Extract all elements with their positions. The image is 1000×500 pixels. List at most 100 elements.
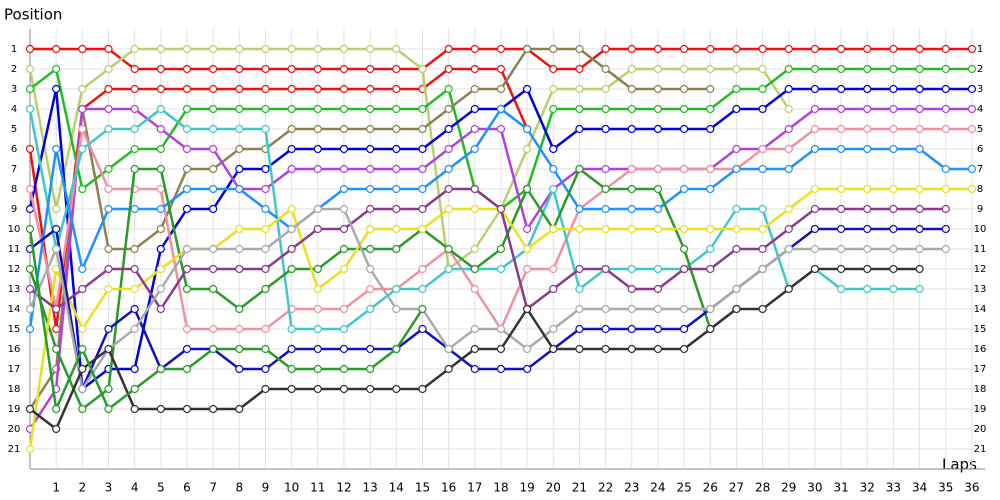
point	[209, 104, 218, 114]
point	[496, 104, 506, 114]
point	[130, 284, 139, 294]
point	[549, 104, 558, 114]
point	[235, 364, 244, 374]
x-tick-label: 35	[938, 481, 953, 495]
point	[784, 164, 793, 174]
point	[156, 404, 165, 414]
x-tick-label: 1	[52, 481, 60, 495]
x-tick-label: 20	[546, 481, 561, 495]
point	[836, 144, 846, 154]
y-tick-label: 18	[8, 384, 21, 395]
point	[392, 64, 401, 74]
x-tick-label: 9	[262, 481, 270, 495]
point	[470, 184, 479, 194]
point	[78, 284, 87, 294]
point	[549, 224, 558, 234]
y-tick-label: 19	[974, 404, 987, 415]
point	[915, 104, 924, 114]
x-tick-label: 23	[624, 481, 639, 495]
point	[836, 64, 846, 74]
point	[706, 64, 715, 74]
series-line	[28, 207, 946, 393]
point	[209, 44, 218, 54]
point	[209, 184, 218, 194]
point	[863, 204, 872, 214]
y-tick-label: 3	[977, 84, 983, 95]
point	[235, 304, 244, 314]
x-tick-label: 17	[467, 481, 482, 495]
point	[784, 104, 793, 114]
y-tick-label: 13	[974, 284, 987, 295]
point	[78, 84, 87, 94]
x-tick-label: 16	[441, 481, 456, 495]
point	[601, 124, 610, 134]
point	[418, 124, 427, 134]
point	[366, 304, 375, 314]
point	[496, 324, 506, 334]
point	[758, 304, 767, 314]
point	[549, 284, 558, 294]
point	[78, 184, 87, 194]
point	[182, 44, 192, 54]
point	[941, 244, 950, 254]
y-tick-label: 9	[11, 204, 17, 215]
point	[209, 324, 218, 334]
point	[496, 244, 506, 254]
y-tick-label: 10	[974, 224, 987, 235]
point	[52, 244, 61, 254]
point	[601, 104, 610, 114]
point	[810, 264, 820, 274]
point	[496, 84, 506, 94]
point	[261, 124, 270, 134]
point	[313, 304, 322, 314]
point	[627, 224, 636, 234]
point	[444, 204, 453, 214]
point	[182, 284, 192, 294]
point	[156, 144, 165, 154]
point	[653, 264, 663, 274]
point	[52, 404, 61, 414]
y-tick-label: 9	[977, 204, 983, 215]
point	[104, 164, 113, 174]
point	[25, 284, 35, 294]
point	[25, 404, 35, 414]
point	[496, 124, 506, 134]
y-tick-label: 21	[974, 444, 987, 455]
point	[235, 244, 244, 254]
point	[392, 344, 401, 354]
x-tick-label: 11	[310, 481, 325, 495]
series-line	[28, 167, 738, 411]
point	[52, 344, 61, 354]
point	[784, 84, 793, 94]
x-tick-label: 26	[703, 481, 718, 495]
point	[339, 104, 349, 114]
point	[104, 264, 113, 274]
point	[313, 264, 322, 274]
point	[836, 124, 846, 134]
point	[392, 84, 401, 94]
point	[470, 244, 479, 254]
point	[130, 44, 139, 54]
point	[366, 84, 375, 94]
point	[339, 264, 349, 274]
point	[470, 284, 479, 294]
y-tick-label: 17	[974, 364, 987, 375]
point	[182, 344, 192, 354]
point	[209, 164, 218, 174]
point	[601, 304, 610, 314]
point	[313, 224, 322, 234]
point	[915, 44, 924, 54]
x-tick-label: 31	[833, 481, 848, 495]
y-tick-label: 13	[8, 284, 21, 295]
point	[366, 104, 375, 114]
point	[52, 144, 61, 154]
point	[758, 164, 767, 174]
point	[470, 124, 479, 134]
point	[52, 324, 61, 334]
point	[915, 124, 924, 134]
point	[156, 124, 165, 134]
point	[706, 124, 715, 134]
series-line	[28, 228, 424, 414]
point	[915, 244, 924, 254]
point	[209, 64, 218, 74]
